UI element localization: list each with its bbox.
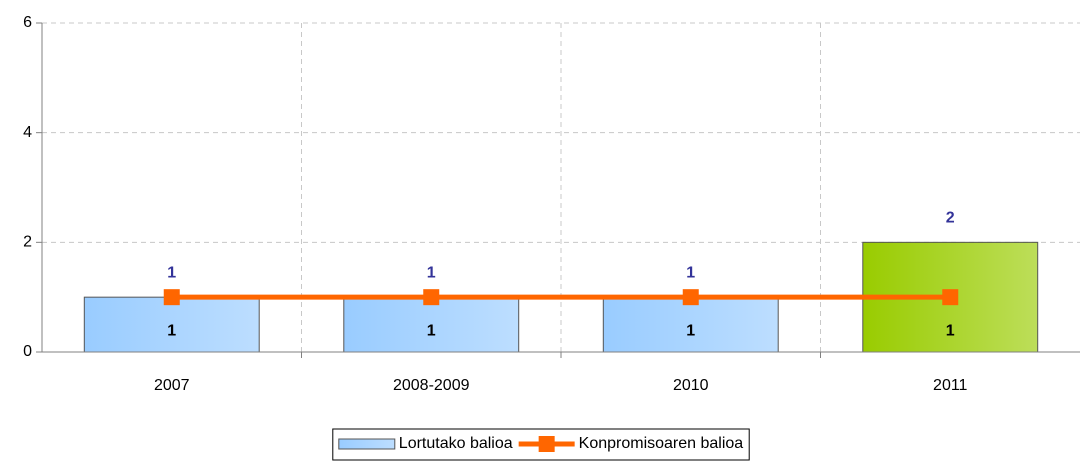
line-value-label: 1 [946, 322, 955, 339]
bar [83, 296, 260, 353]
line-value-label: 1 [686, 322, 695, 339]
legend-label: Lortutako balioa [399, 435, 513, 452]
bar-value-label: 1 [167, 264, 176, 281]
legend-swatch [518, 436, 575, 452]
bar-value-label: 1 [427, 264, 436, 281]
line-marker [682, 289, 699, 306]
line-value-label: 1 [427, 322, 436, 339]
y-tick-label: 0 [23, 343, 32, 360]
x-tick-label: 2008-2009 [393, 377, 470, 394]
y-tick-label: 6 [23, 14, 32, 31]
line-marker [423, 289, 440, 306]
legend-swatch [338, 438, 396, 450]
line-marker [942, 289, 959, 306]
legend-marker [538, 436, 555, 452]
legend-label: Konpromisoaren balioa [579, 435, 744, 452]
line-marker [163, 289, 180, 306]
legend: Lortutako balioa Konpromisoaren balioa [332, 428, 750, 461]
y-tick-label: 2 [23, 234, 32, 251]
x-tick-label: 2010 [673, 377, 709, 394]
line-value-label: 1 [167, 322, 176, 339]
x-tick-label: 2007 [154, 377, 190, 394]
bar-value-label: 2 [946, 210, 955, 227]
x-tick-label: 2011 [933, 377, 968, 394]
bar-value-label: 1 [686, 264, 695, 281]
y-tick-label: 4 [23, 124, 32, 141]
